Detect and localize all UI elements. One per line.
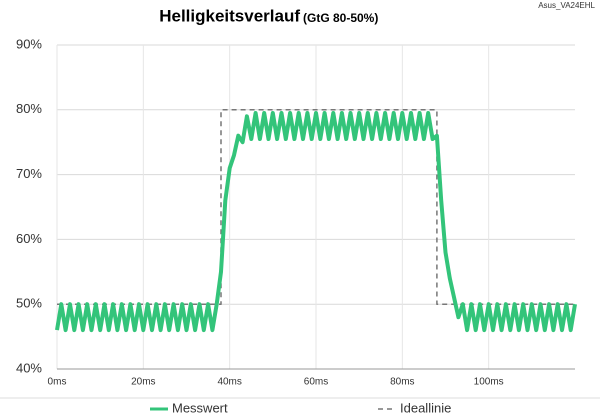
legend-label: Messwert xyxy=(172,400,228,415)
x-tick-label: 20ms xyxy=(131,377,155,388)
y-tick-label: 60% xyxy=(16,231,42,246)
y-tick-label: 40% xyxy=(16,360,42,375)
x-tick-label: 0ms xyxy=(48,377,67,388)
series-line xyxy=(57,109,575,305)
x-tick-label: 100ms xyxy=(474,377,504,388)
x-tick-label: 40ms xyxy=(217,377,241,388)
chart-title: Helligkeitsverlauf xyxy=(159,6,300,25)
y-tick-label: 70% xyxy=(16,166,42,181)
series-line xyxy=(55,111,577,333)
x-tick-label: 60ms xyxy=(304,377,328,388)
legend-label: Ideallinie xyxy=(400,400,451,415)
y-tick-label: 80% xyxy=(16,101,42,116)
y-tick-label: 90% xyxy=(16,36,42,51)
chart-subtitle: (GtG 80-50%) xyxy=(303,11,378,25)
y-tick-label: 50% xyxy=(16,296,42,311)
corner-label: Asus_VA24EHL xyxy=(538,1,595,10)
x-tick-label: 80ms xyxy=(390,377,414,388)
